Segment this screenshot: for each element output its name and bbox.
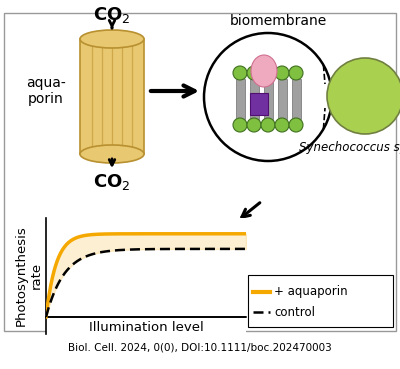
Text: CO$_2$: CO$_2$: [93, 5, 131, 25]
Y-axis label: Photosynthesis
rate: Photosynthesis rate: [15, 225, 43, 326]
Circle shape: [289, 66, 303, 80]
Text: aqua-
porin: aqua- porin: [26, 76, 66, 106]
Circle shape: [275, 66, 289, 80]
Text: + aquaporin: + aquaporin: [274, 286, 348, 299]
Circle shape: [204, 33, 332, 161]
Circle shape: [233, 118, 247, 132]
Ellipse shape: [80, 30, 144, 48]
Circle shape: [289, 118, 303, 132]
Circle shape: [327, 58, 400, 134]
Bar: [264, 79, 272, 119]
Bar: [292, 79, 300, 119]
X-axis label: Illumination level: Illumination level: [89, 321, 203, 334]
FancyBboxPatch shape: [250, 93, 268, 115]
Ellipse shape: [80, 145, 144, 163]
Circle shape: [247, 118, 261, 132]
Bar: [80, 39, 144, 154]
Circle shape: [261, 66, 275, 80]
Bar: [248, 275, 393, 327]
Bar: [278, 79, 286, 119]
Circle shape: [247, 66, 261, 80]
Text: control: control: [274, 306, 315, 318]
Ellipse shape: [251, 55, 277, 87]
Circle shape: [275, 118, 289, 132]
Text: biomembrane: biomembrane: [229, 14, 327, 28]
Bar: [250, 79, 258, 119]
Text: CO$_2$: CO$_2$: [93, 172, 131, 192]
Text: Biol. Cell. 2024, 0(0), DOI:10.1111/boc.202470003: Biol. Cell. 2024, 0(0), DOI:10.1111/boc.…: [68, 342, 332, 352]
Circle shape: [261, 118, 275, 132]
Bar: [236, 79, 244, 119]
Text: Synechococcus sp.: Synechococcus sp.: [299, 141, 400, 154]
Bar: [4, 13, 396, 331]
Circle shape: [233, 66, 247, 80]
